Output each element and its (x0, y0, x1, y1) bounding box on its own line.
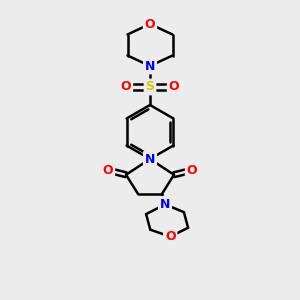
Text: N: N (160, 198, 170, 211)
Text: O: O (145, 17, 155, 31)
Text: O: O (121, 80, 131, 94)
Text: N: N (145, 59, 155, 73)
Text: O: O (165, 230, 175, 243)
Text: O: O (169, 80, 179, 94)
Text: S: S (146, 80, 154, 94)
Text: O: O (103, 164, 113, 177)
Text: O: O (187, 164, 197, 177)
Text: N: N (145, 152, 155, 166)
